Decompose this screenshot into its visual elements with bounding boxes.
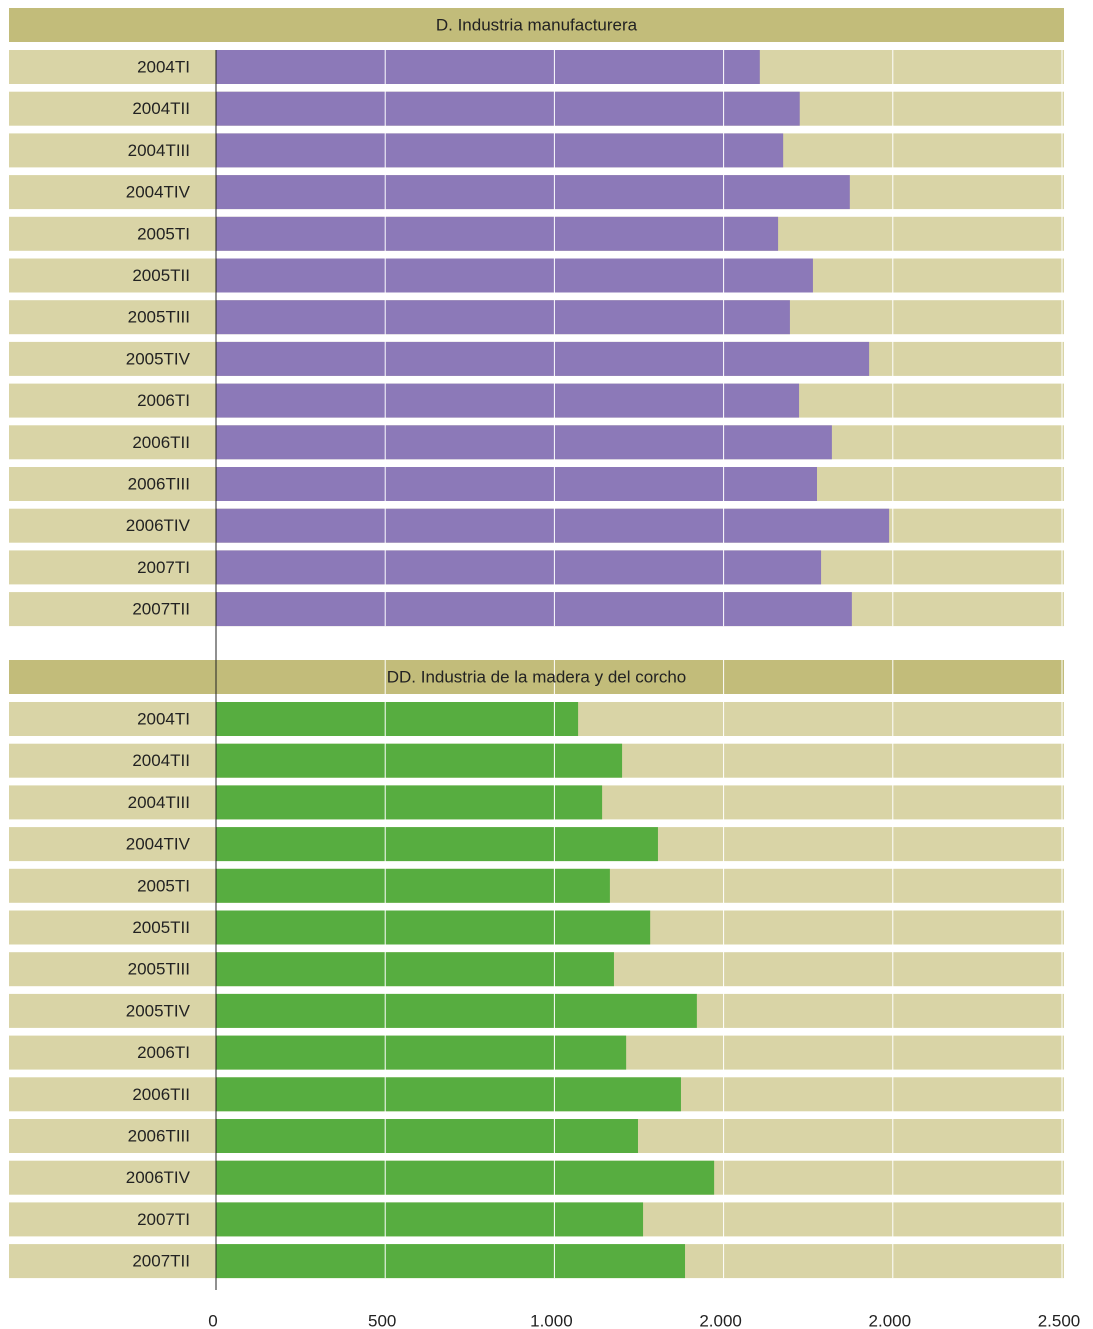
x-tick-label: 2.000 xyxy=(869,1311,912,1329)
category-label: 2004TIII xyxy=(128,793,190,812)
category-label: 2005TIII xyxy=(128,960,190,979)
category-label: 2007TII xyxy=(132,600,190,619)
panel-title: D. Industria manufacturera xyxy=(436,15,638,34)
category-label: 2006TII xyxy=(132,1085,190,1104)
bar xyxy=(216,425,832,460)
category-label: 2005TIV xyxy=(126,1001,191,1020)
category-label: 2004TIV xyxy=(126,835,191,854)
x-tick-label: 500 xyxy=(368,1311,396,1329)
bar xyxy=(216,868,610,903)
category-label: 2004TIV xyxy=(126,183,191,202)
bar xyxy=(216,910,651,945)
category-label: 2004TI xyxy=(137,57,190,76)
category-label: 2005TII xyxy=(132,266,190,285)
bar xyxy=(216,827,658,862)
category-label: 2006TII xyxy=(132,433,190,452)
category-label: 2005TIV xyxy=(126,349,191,368)
bar xyxy=(216,1244,686,1279)
category-label: 2004TIII xyxy=(128,141,190,160)
category-label: 2005TIII xyxy=(128,308,190,327)
bar xyxy=(216,508,890,543)
bar xyxy=(216,341,870,376)
bar xyxy=(216,133,784,168)
category-label: 2007TII xyxy=(132,1252,190,1271)
bar xyxy=(216,743,623,778)
category-label: 2005TI xyxy=(137,876,190,895)
category-label: 2005TI xyxy=(137,224,190,243)
bar xyxy=(216,993,697,1028)
category-label: 2006TI xyxy=(137,1043,190,1062)
category-label: 2006TI xyxy=(137,391,190,410)
bar xyxy=(216,175,850,210)
category-label: 2007TI xyxy=(137,1210,190,1229)
panel-header xyxy=(9,660,1064,694)
category-label: 2006TIII xyxy=(128,474,190,493)
category-label: 2004TII xyxy=(132,99,190,118)
bar xyxy=(216,50,760,84)
x-tick-label: 2.000 xyxy=(699,1311,742,1329)
category-label: 2006TIV xyxy=(126,1168,191,1187)
bar xyxy=(216,592,852,627)
bar xyxy=(216,785,603,820)
bar xyxy=(216,1077,681,1112)
bar xyxy=(216,1202,644,1237)
bar xyxy=(216,952,614,987)
bar xyxy=(216,300,790,335)
bar xyxy=(216,216,779,251)
bar xyxy=(216,702,579,736)
x-tick-label: 1.000 xyxy=(530,1311,573,1329)
category-label: 2006TIV xyxy=(126,516,191,535)
bar xyxy=(216,383,800,418)
bar xyxy=(216,1035,627,1070)
x-tick-label: 2.500 xyxy=(1038,1311,1081,1329)
bar xyxy=(216,1160,715,1195)
x-tick-label: 0 xyxy=(208,1311,217,1329)
panel-header xyxy=(9,8,1064,42)
bar xyxy=(216,258,813,293)
bar xyxy=(216,550,822,585)
bar xyxy=(216,467,817,501)
category-label: 2004TI xyxy=(137,709,190,728)
category-label: 2004TII xyxy=(132,751,190,770)
category-label: 2005TII xyxy=(132,918,190,937)
panel-title: DD. Industria de la madera y del corcho xyxy=(387,667,687,686)
category-label: 2006TIII xyxy=(128,1126,190,1145)
bar xyxy=(216,1119,638,1153)
category-label: 2007TI xyxy=(137,558,190,577)
bar xyxy=(216,91,800,126)
